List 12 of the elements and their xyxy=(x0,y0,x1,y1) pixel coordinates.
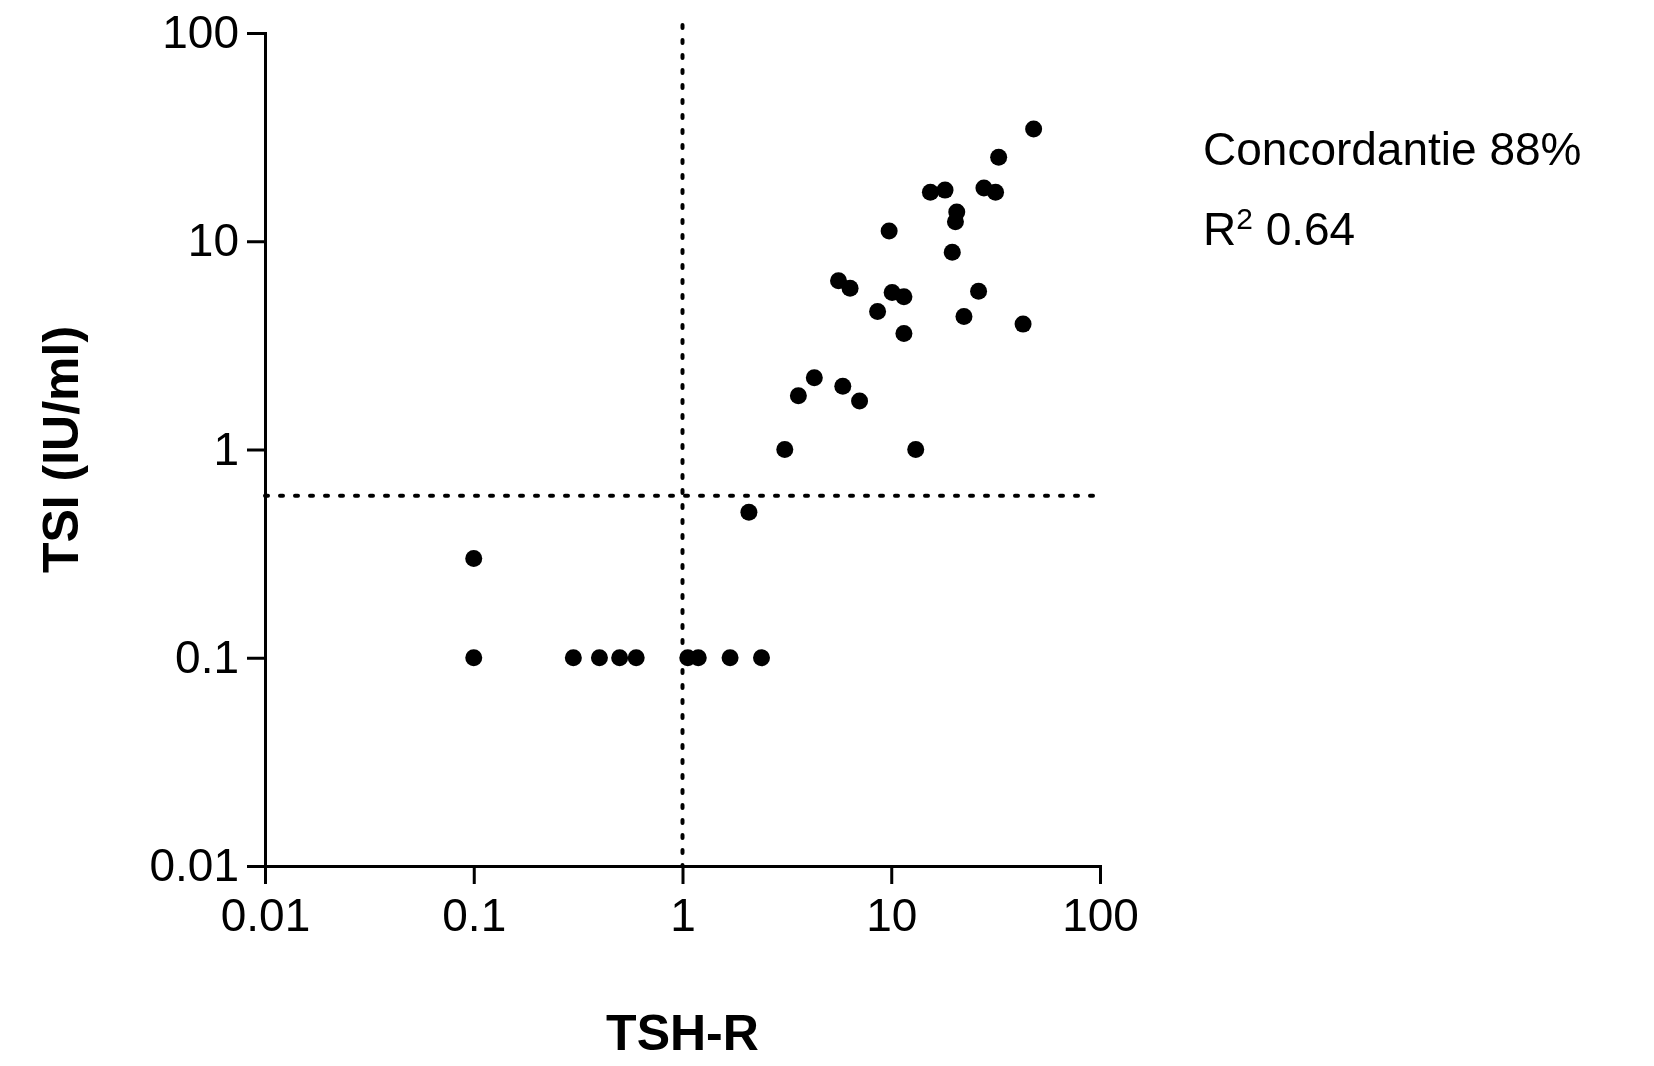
x-tick-label: 100 xyxy=(1062,888,1139,941)
y-tick-label: 100 xyxy=(162,6,239,59)
y-tick-label: 1 xyxy=(213,422,239,475)
x-tick-label: 1 xyxy=(670,888,696,941)
x-tick-label: 10 xyxy=(866,888,918,941)
x-axis-title: TSH-R xyxy=(606,1005,759,1061)
y-axis-title: TSI (IU/ml) xyxy=(33,325,89,574)
text: Concordantie 88% xyxy=(1203,123,1582,175)
y-tick-label: 0.1 xyxy=(175,630,239,683)
y-tick-label: 10 xyxy=(187,214,239,267)
text: R$^{2}$ 0.64 xyxy=(1203,201,1356,255)
x-tick-label: 0.1 xyxy=(442,888,507,941)
